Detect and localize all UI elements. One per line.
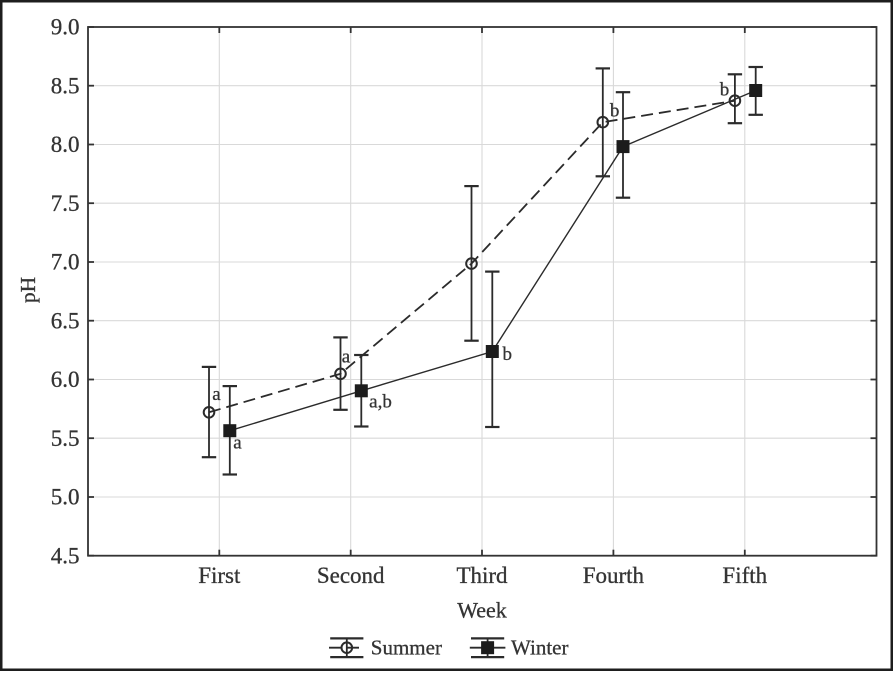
svg-text:a: a — [212, 384, 221, 405]
svg-text:Fourth: Fourth — [583, 563, 645, 588]
svg-text:8.5: 8.5 — [51, 73, 80, 98]
svg-text:a: a — [233, 433, 242, 454]
svg-text:Winter: Winter — [511, 636, 568, 660]
svg-text:b: b — [503, 344, 513, 365]
svg-text:Second: Second — [317, 563, 385, 588]
svg-text:7.0: 7.0 — [51, 250, 80, 275]
svg-text:pH: pH — [16, 277, 40, 303]
svg-text:6.5: 6.5 — [51, 308, 80, 333]
svg-text:Week: Week — [457, 598, 507, 623]
svg-text:Fifth: Fifth — [722, 563, 767, 588]
svg-text:7.5: 7.5 — [51, 191, 80, 216]
svg-text:8.0: 8.0 — [51, 132, 80, 157]
svg-text:Third: Third — [456, 563, 508, 588]
svg-text:6.0: 6.0 — [51, 367, 80, 392]
svg-text:9.0: 9.0 — [51, 15, 80, 40]
svg-text:5.5: 5.5 — [51, 426, 80, 451]
svg-text:First: First — [198, 563, 241, 588]
svg-text:b: b — [610, 101, 620, 122]
svg-text:5.0: 5.0 — [51, 485, 80, 510]
svg-text:b: b — [720, 80, 730, 101]
svg-text:a: a — [342, 347, 351, 368]
svg-text:a,b: a,b — [369, 391, 392, 412]
svg-text:4.5: 4.5 — [51, 543, 80, 568]
svg-text:Summer: Summer — [371, 636, 442, 660]
